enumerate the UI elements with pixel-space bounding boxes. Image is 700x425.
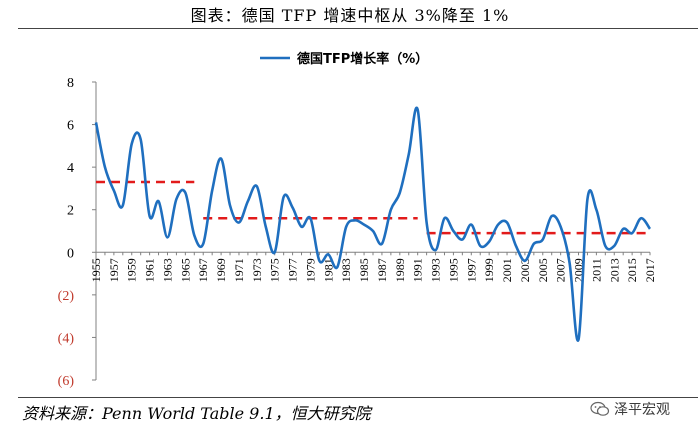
legend: 德国TFP增长率（%） <box>260 51 428 67</box>
x-tick-label: 1983 <box>339 258 353 282</box>
y-tick-label: 8 <box>67 76 74 91</box>
x-axis: 1955 1957 1959 1961 1963 1965 1967 1969 1971 1973… <box>89 251 657 282</box>
y-axis: 8 6 4 2 0 (2) (4) (6) <box>58 76 97 389</box>
wechat-icon <box>590 401 610 416</box>
x-tick-label: 2005 <box>536 258 550 282</box>
x-tick-label: 1985 <box>357 258 371 282</box>
x-tick-label: 1959 <box>125 258 139 282</box>
y-tick-label: (2) <box>58 289 75 304</box>
x-tick-label: 2017 <box>643 258 657 282</box>
x-tick-label: 1977 <box>286 258 300 282</box>
x-tick-label: 1967 <box>196 258 210 282</box>
y-tick-label: 6 <box>67 119 74 134</box>
x-tick-label: 1993 <box>429 258 443 282</box>
x-tick-label: 1999 <box>482 258 496 282</box>
reference-lines <box>96 180 650 235</box>
x-tick-label: 1995 <box>446 258 460 282</box>
legend-label: 德国TFP增长率（%） <box>297 51 428 67</box>
y-tick-label: 0 <box>67 246 74 261</box>
x-tick-label: 2003 <box>518 258 532 282</box>
top-rule <box>18 28 698 29</box>
source-note: 资料来源：Penn World Table 9.1，恒大研究院 <box>22 404 371 423</box>
watermark: 泽平宏观 <box>590 398 700 420</box>
chart-title: 图表：德国 TFP 增速中枢从 3%降至 1% <box>190 6 510 25</box>
x-tick-label: 2015 <box>625 258 639 282</box>
x-tick-label: 1997 <box>464 258 478 282</box>
x-tick-label: 1971 <box>232 258 246 282</box>
x-tick-label: 1965 <box>178 258 192 282</box>
x-tick-label: 1957 <box>107 258 121 282</box>
series <box>94 106 652 342</box>
y-tick-label: 4 <box>67 161 74 176</box>
x-tick-label: 2001 <box>500 258 514 282</box>
y-tick-label: (4) <box>58 331 75 346</box>
x-tick-label: 2007 <box>554 258 568 282</box>
series-line-tfp-growth <box>94 106 652 342</box>
x-tick-label: 1975 <box>268 258 282 282</box>
x-tick-label: 1989 <box>393 258 407 282</box>
x-tick-label: 1979 <box>303 258 317 282</box>
x-tick-label: 1963 <box>160 258 174 282</box>
x-tick-label: 1969 <box>214 258 228 282</box>
x-tick-label: 1981 <box>321 258 335 282</box>
x-tick-label: 1973 <box>250 258 264 282</box>
x-tick-label: 2013 <box>607 258 621 282</box>
x-tick-label: 2011 <box>589 258 603 282</box>
x-tick-label: 1991 <box>411 258 425 282</box>
y-tick-label: 2 <box>67 204 74 219</box>
x-tick-label: 1987 <box>375 258 389 282</box>
x-tick-label: 1961 <box>143 258 157 282</box>
bottom-rule <box>18 397 698 398</box>
watermark-text: 泽平宏观 <box>614 402 670 418</box>
x-tick-label: 1955 <box>89 258 103 282</box>
y-tick-label: (6) <box>58 374 75 389</box>
